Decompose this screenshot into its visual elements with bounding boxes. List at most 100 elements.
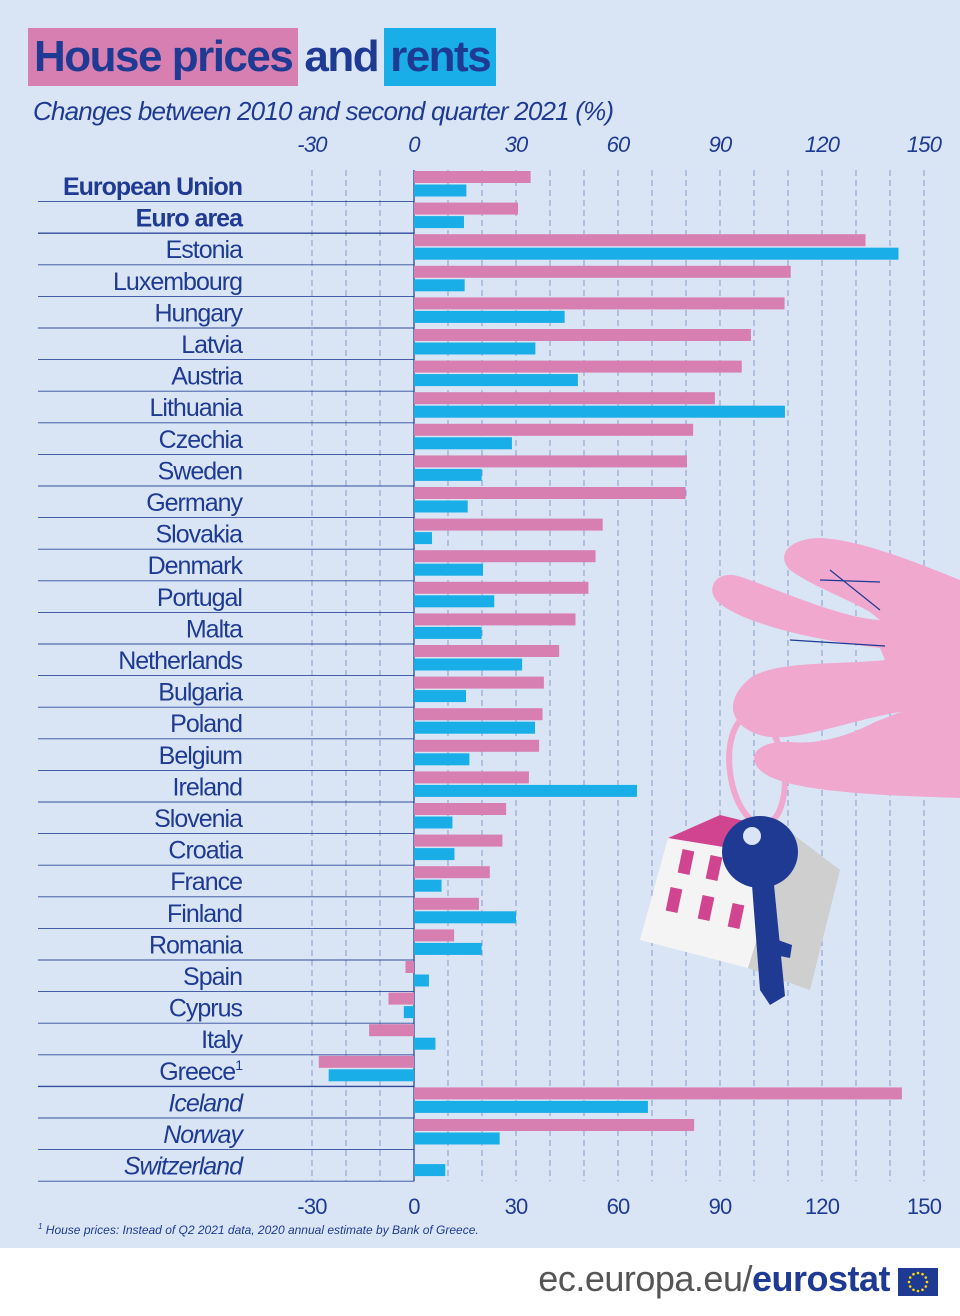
key-icon	[722, 816, 798, 1005]
bar-house-prices	[388, 992, 414, 1005]
bar-house-prices	[414, 202, 519, 215]
footnote: 1 House prices: Instead of Q2 2021 data,…	[38, 1222, 479, 1237]
bar-rents	[414, 310, 565, 323]
bar-rents	[414, 753, 470, 766]
bar-house-prices	[414, 550, 596, 563]
bar-house-prices	[414, 803, 507, 815]
x-tick-label-bottom: 60	[607, 1194, 630, 1219]
row-dividers	[38, 201, 414, 1182]
bar-rents	[414, 1037, 436, 1050]
bar-rents	[414, 1100, 648, 1113]
bar-house-prices	[414, 1119, 695, 1131]
category-label: Norway	[163, 1121, 244, 1149]
bar-house-prices	[414, 423, 694, 436]
x-tick-label-top: 120	[805, 132, 841, 157]
bar-house-prices	[414, 455, 688, 468]
x-tick-label-top: 60	[607, 132, 631, 157]
bar-house-prices	[414, 613, 576, 626]
category-label: Estonia	[166, 236, 243, 264]
bar-rents	[414, 848, 455, 861]
bar-house-prices	[318, 1055, 414, 1068]
category-label: Slovenia	[154, 805, 243, 833]
bar-house-prices	[414, 487, 686, 499]
bar-rents	[414, 405, 785, 418]
category-label: Italy	[201, 1026, 243, 1054]
axis-ticks: -30 -30 0 0 30 30 60 60 90 90 120 120 150 150	[297, 132, 943, 1219]
bar-rents	[414, 626, 482, 639]
bar-house-prices	[414, 676, 544, 689]
bar-house-prices	[414, 392, 715, 405]
category-label: Belgium	[159, 742, 242, 770]
footer-domain: ec.europa.eu/	[538, 1258, 752, 1299]
x-tick-label-top: 30	[505, 132, 529, 157]
bar-house-prices	[414, 708, 543, 721]
x-tick-label-bottom: 120	[805, 1194, 840, 1219]
category-label: France	[170, 868, 242, 896]
footnote-marker: 1	[38, 1222, 43, 1231]
category-label: Ireland	[173, 773, 243, 801]
bar-rents	[414, 468, 482, 481]
bar-house-prices	[414, 234, 866, 247]
bar-house-prices	[414, 771, 529, 784]
category-label: Finland	[167, 900, 242, 928]
x-tick-label-bottom: 30	[505, 1194, 528, 1219]
bar-rents	[414, 784, 638, 797]
hand-icon	[712, 538, 960, 798]
category-label: Cyprus	[169, 995, 243, 1023]
bar-rents	[414, 500, 468, 513]
bar-house-prices	[414, 866, 490, 879]
title-and: and	[304, 32, 379, 81]
bar-rents	[414, 721, 536, 734]
bar-rents	[414, 247, 899, 260]
bar-house-prices	[414, 834, 503, 847]
category-label: Romania	[149, 931, 243, 959]
category-label: Poland	[170, 710, 242, 738]
bar-house-prices	[414, 645, 560, 657]
bar-rents	[414, 879, 442, 892]
title-house-prices: House prices	[28, 28, 299, 86]
bar-house-prices	[414, 297, 785, 310]
bar-rents	[414, 374, 578, 387]
title-rents: rents	[384, 28, 497, 86]
bar-house-prices	[414, 360, 742, 373]
x-tick-label-top: 0	[408, 132, 421, 157]
bar-rents	[414, 216, 464, 229]
bar-house-prices	[414, 581, 589, 594]
category-labels: European Union Euro area Estonia Luxembourg…	[63, 173, 246, 1181]
category-label: Euro area	[136, 205, 244, 233]
bar-rents	[414, 911, 516, 924]
category-label: Lithuania	[150, 394, 244, 422]
bar-rents	[403, 1006, 414, 1019]
category-label: Bulgaria	[158, 679, 243, 707]
category-label: Spain	[183, 963, 242, 991]
bar-house-prices	[369, 1024, 414, 1037]
bar-rents	[414, 1132, 500, 1145]
bar-rents	[414, 532, 433, 545]
category-label: Iceland	[168, 1089, 244, 1117]
bar-rents	[328, 1069, 414, 1082]
footer-link[interactable]: ec.europa.eu/eurostat	[538, 1258, 890, 1300]
category-label: Hungary	[155, 299, 244, 327]
chart-subtitle: Changes between 2010 and second quarter …	[33, 96, 614, 126]
category-label: Portugal	[157, 584, 242, 612]
category-label: Austria	[171, 363, 243, 391]
x-tick-label-bottom: 90	[709, 1194, 732, 1219]
category-label: Germany	[146, 489, 243, 517]
bar-rents	[414, 184, 467, 197]
category-label: Czechia	[159, 426, 243, 454]
footnote-ref: 1	[235, 1057, 243, 1073]
chart-area: European Union Euro area Estonia Luxembourg…	[38, 132, 960, 1219]
bar-rents	[414, 595, 495, 608]
bar-house-prices	[414, 265, 791, 278]
bar-house-prices	[414, 739, 540, 752]
x-tick-label-bottom: -30	[297, 1194, 327, 1219]
bar-rents	[414, 690, 467, 703]
bar-house-prices	[414, 171, 531, 183]
eu-flag-icon	[898, 1268, 938, 1296]
bars	[318, 171, 902, 1177]
category-label: Denmark	[148, 552, 244, 580]
bar-house-prices	[405, 961, 414, 973]
bar-rents	[414, 658, 523, 671]
bar-rents	[414, 279, 465, 292]
category-label: Malta	[186, 615, 243, 643]
